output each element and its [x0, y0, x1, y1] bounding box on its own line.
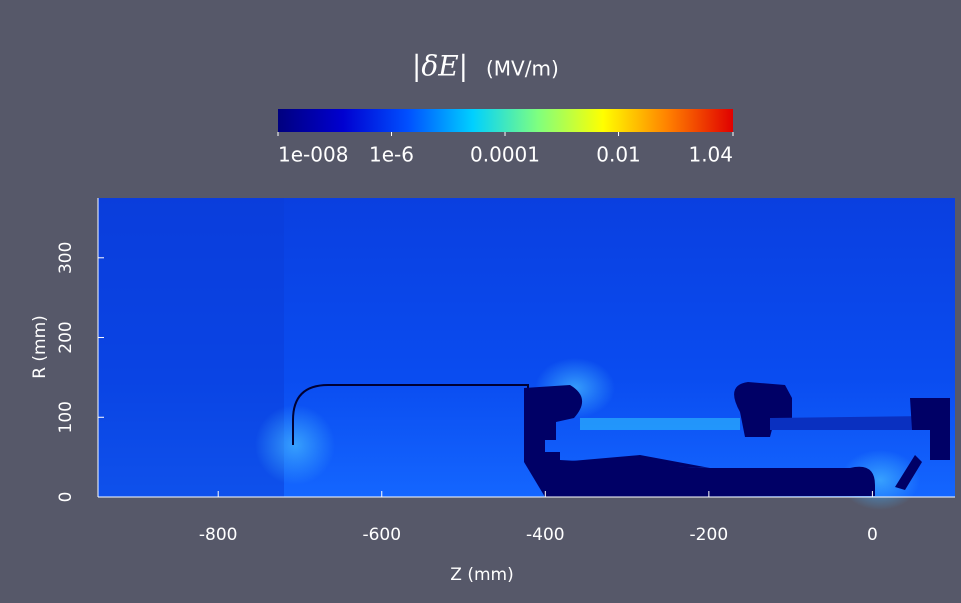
y-tick-label: 0: [56, 492, 76, 503]
colorbar: [278, 109, 733, 132]
structure: [560, 455, 710, 468]
structure: [895, 455, 922, 490]
x-tick-label: -600: [362, 525, 401, 545]
x-tick-label: -200: [690, 525, 729, 545]
structure: [910, 398, 950, 460]
y-tick-label: 300: [56, 242, 76, 274]
y-tick-label: 200: [56, 321, 76, 353]
colorbar-tick-label: 1e-6: [369, 143, 414, 167]
structure: [734, 382, 792, 437]
title-unit: (MV/m): [486, 57, 559, 81]
title: |δE| (MV/m): [412, 50, 559, 83]
y-tick-label: 100: [56, 401, 76, 433]
colorbar-tick-label: 0.0001: [470, 143, 540, 167]
structure: [770, 416, 930, 430]
structure: [524, 385, 875, 497]
field-hotspot: [255, 405, 335, 485]
colorbar-tick-label: 1e-008: [278, 143, 348, 167]
x-axis-label: Z (mm): [450, 565, 513, 585]
y-axis-label: R (mm): [30, 315, 50, 379]
plot-area: [98, 198, 955, 510]
x-tick-label: -400: [526, 525, 565, 545]
x-tick-label: 0: [867, 525, 878, 545]
field-region: [98, 198, 284, 497]
electrode-outline: [292, 384, 529, 445]
title-symbol: |δE|: [412, 50, 468, 83]
colorbar-tick-label: 1.04: [688, 143, 733, 167]
x-tick-label: -800: [199, 525, 238, 545]
field-band: [580, 418, 740, 430]
colorbar-tick-label: 0.01: [596, 143, 641, 167]
